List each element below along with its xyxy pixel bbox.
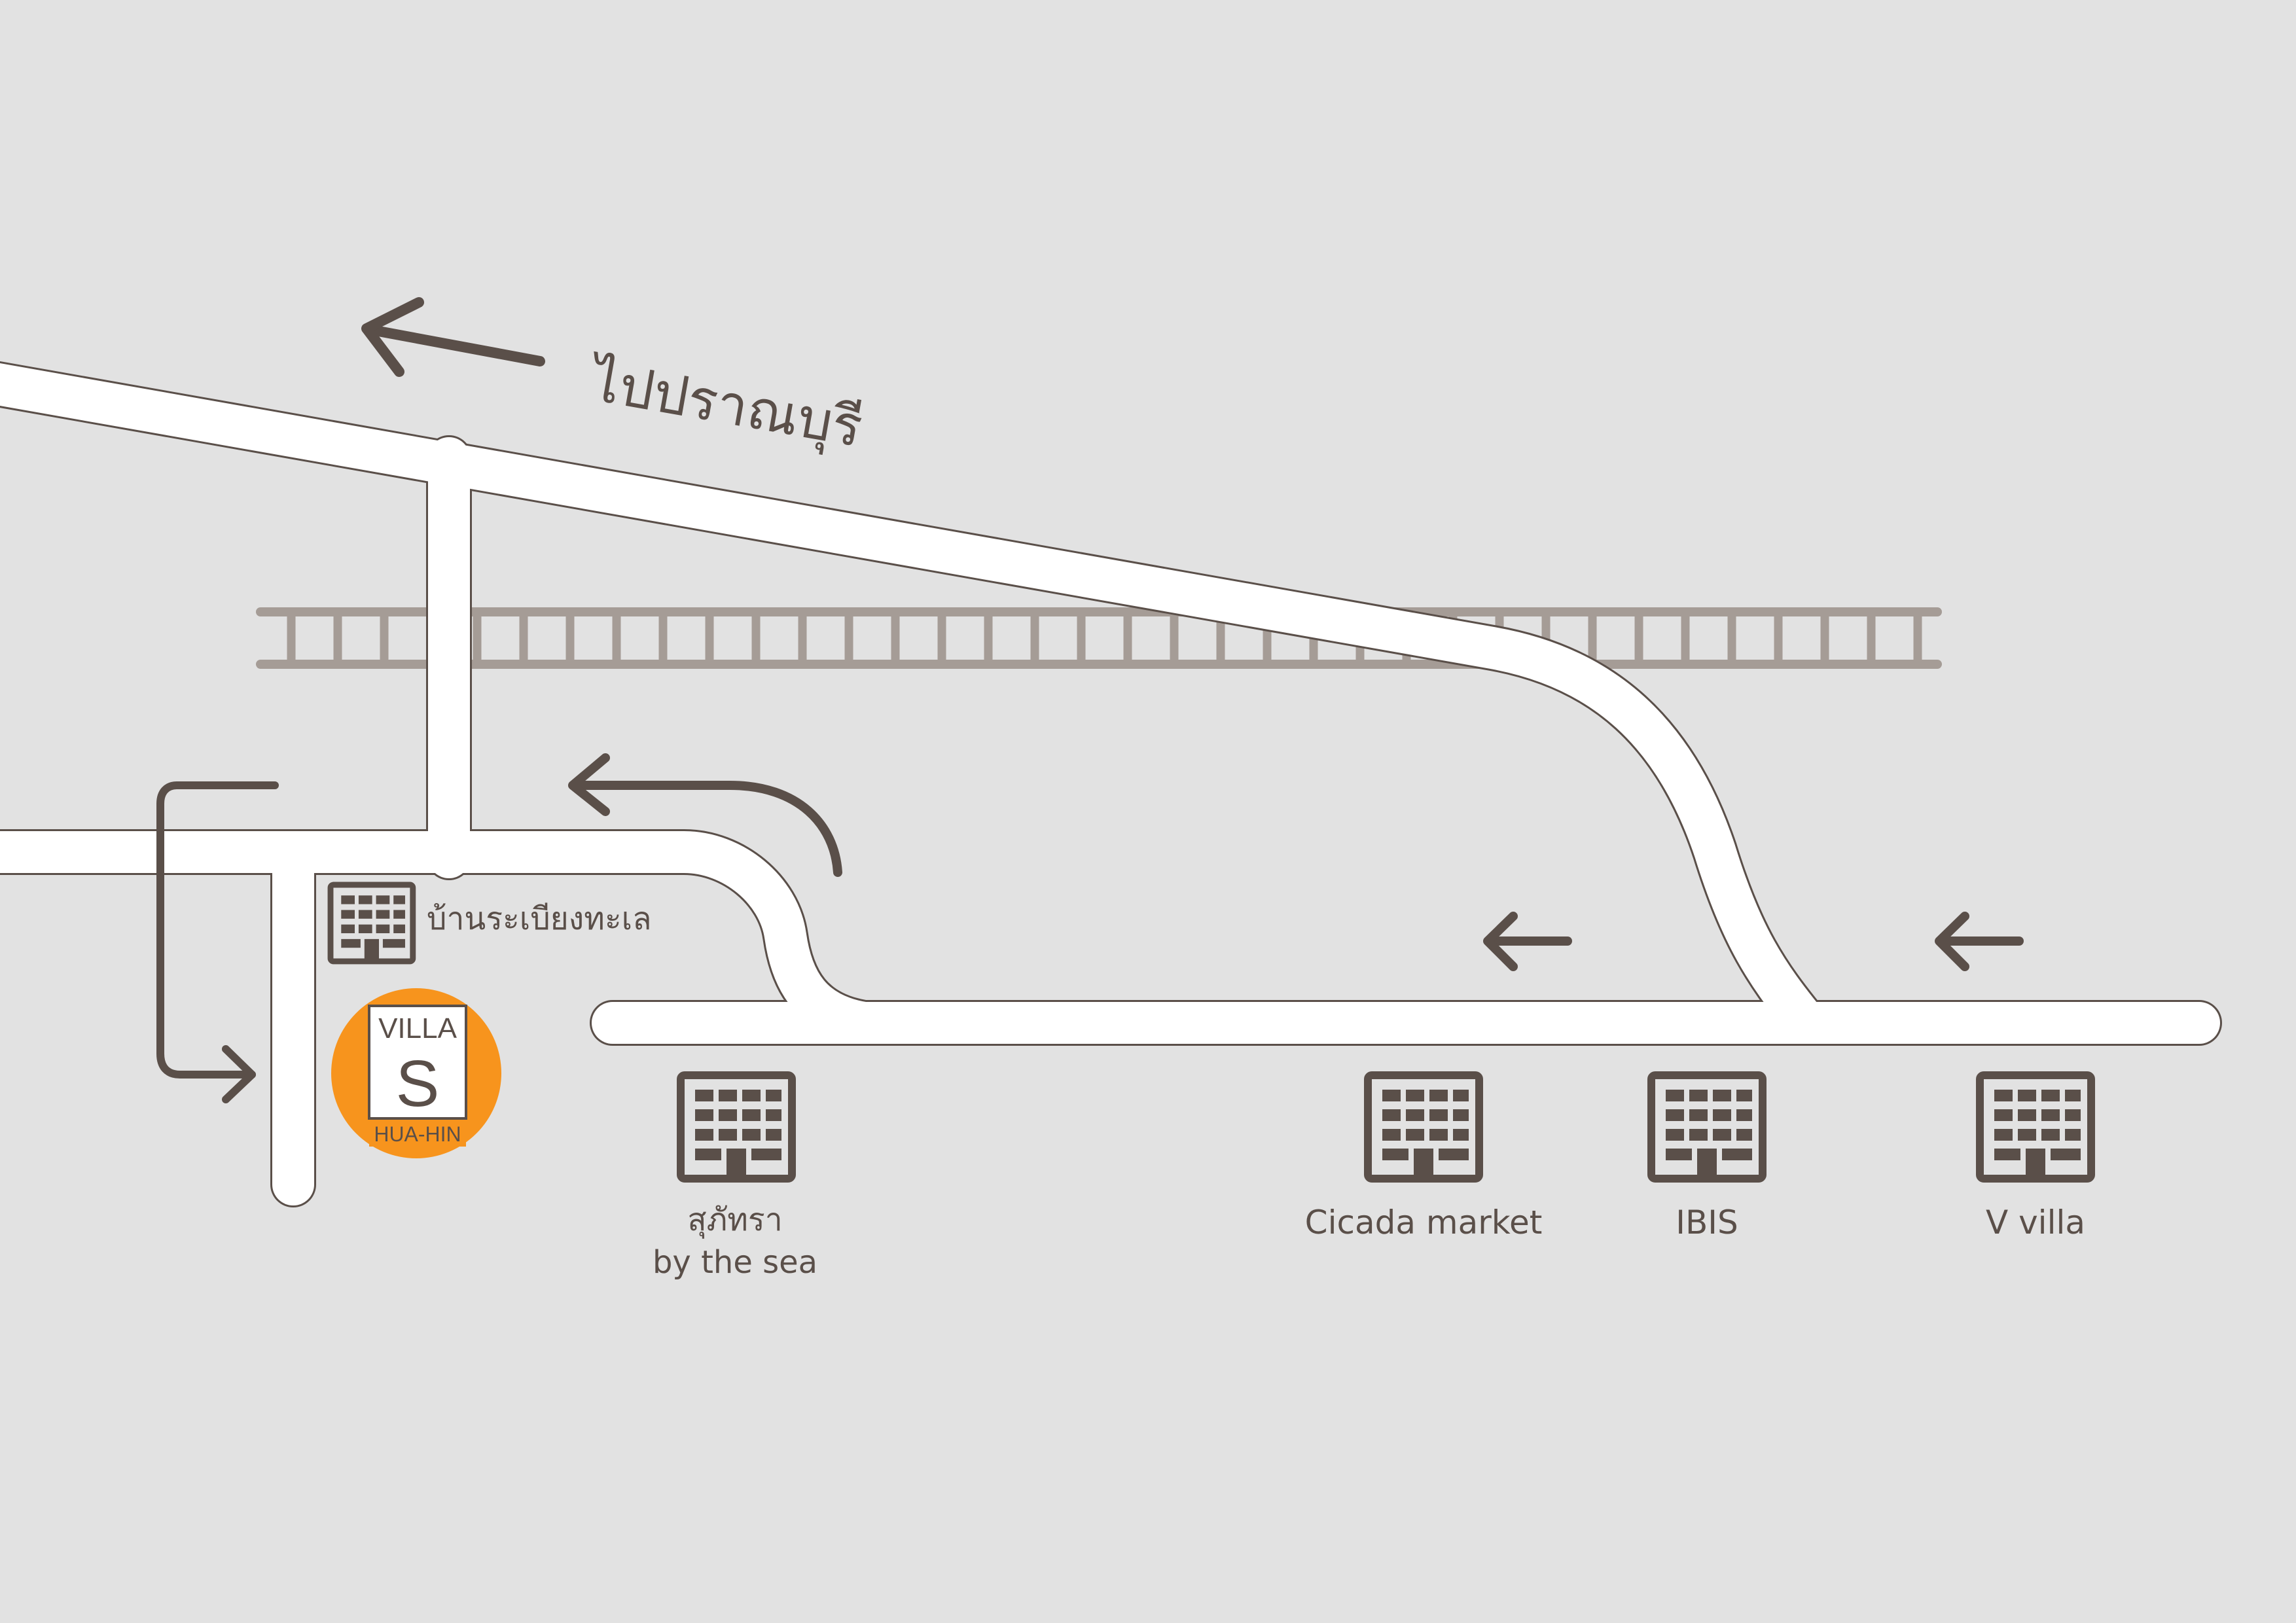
arrow-left-icon	[1483, 912, 1572, 971]
logo-letter: S	[396, 1047, 440, 1120]
building-icon	[1368, 1075, 1479, 1179]
building-icon	[331, 885, 413, 961]
road-network	[0, 361, 2222, 1207]
arrow-left-icon	[361, 297, 545, 377]
landmark-v-villa: V villa	[1986, 1204, 2085, 1241]
landmark-suphattra: สุภัทรา	[687, 1202, 782, 1239]
building-icon	[1651, 1075, 1763, 1179]
direction-label: ไปปราณบุรี	[583, 348, 867, 461]
landmark-ibis: IBIS	[1676, 1204, 1738, 1241]
arrow-left-icon	[1935, 912, 2024, 971]
railway-track-icon	[256, 607, 1942, 669]
landmark-ban-rabiang: บ้านระเบียงทะเล	[427, 901, 651, 937]
u-turn-arrow-icon	[568, 753, 842, 877]
building-icon	[1980, 1075, 2091, 1179]
landmark-suphattra-sub: by the sea	[653, 1244, 817, 1281]
logo-top-text: VILLA	[378, 1012, 457, 1044]
logo-bottom-text: HUA-HIN	[374, 1122, 461, 1146]
building-icon	[681, 1075, 792, 1179]
turn-arrow-icon	[156, 781, 279, 1103]
villa-s-logo: VILLA S HUA-HIN	[331, 988, 501, 1158]
landmark-cicada: Cicada market	[1305, 1204, 1543, 1241]
